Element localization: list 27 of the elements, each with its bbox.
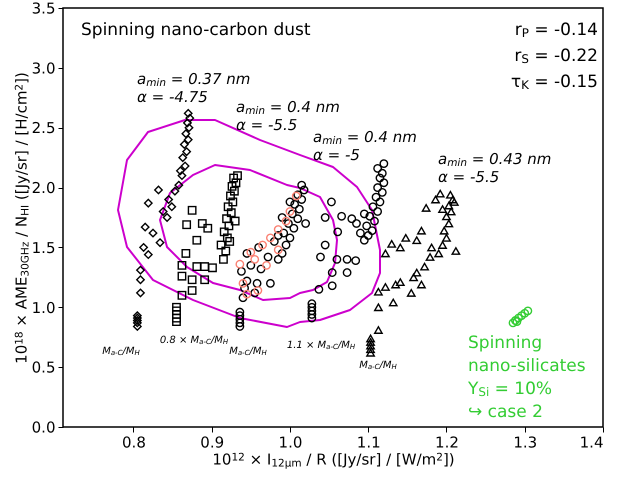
x-tick-label: 1.1 bbox=[356, 434, 381, 452]
annotation: a$_{min}$ = 0.43 nm α = -5.5 bbox=[438, 150, 552, 186]
annotation: r$_{S}$ = -0.22 bbox=[514, 46, 598, 66]
annotation: 1.1 × M$_{a-C}$/M$_{H}$ bbox=[286, 340, 356, 352]
x-tick-label: 1.0 bbox=[278, 434, 302, 452]
annotation: M$_{a-C}$/M$_{H}$ bbox=[102, 346, 141, 358]
x-tick-label: 0.8 bbox=[122, 434, 146, 452]
annotation: τ$_{K}$ = -0.15 bbox=[510, 72, 598, 92]
y-tick-label: 0.5 bbox=[32, 358, 56, 377]
y-tick-label: 0.0 bbox=[32, 418, 56, 436]
text: Spinning nano-silicates Y$_{Si}$ = 10% ↪ case 2 bbox=[467, 332, 586, 422]
y-tick-label: 1.0 bbox=[32, 298, 56, 317]
annotation: Spinning nano-carbon dust bbox=[81, 20, 311, 40]
y-tick-label: 1.5 bbox=[32, 238, 56, 257]
annotation: 0.8 × M$_{a-C}$/M$_{H}$ bbox=[160, 335, 229, 346]
x-axis-title: 10$^{12}$ × I$_{12μm}$ / R ([Jy/sr] / [W/m$^{2}$]) bbox=[212, 450, 455, 470]
x-tick-label: 1.4 bbox=[580, 434, 604, 452]
x-tick-label: 1.2 bbox=[435, 434, 459, 452]
x-tick-label: 0.9 bbox=[200, 434, 224, 452]
annotation: M$_{a-C}$/M$_{H}$ bbox=[359, 360, 398, 372]
annotation: M$_{a-C}$/M$_{H}$ bbox=[229, 346, 268, 358]
annotation: r$_{P}$ = -0.14 bbox=[514, 20, 598, 40]
y-tick-label: 2.0 bbox=[32, 179, 56, 198]
y-tick-label: 3.0 bbox=[32, 59, 56, 78]
x-tick-label: 1.3 bbox=[513, 434, 538, 452]
y-tick-label: 3.5 bbox=[32, 0, 56, 18]
y-tick-label: 2.5 bbox=[32, 119, 56, 138]
